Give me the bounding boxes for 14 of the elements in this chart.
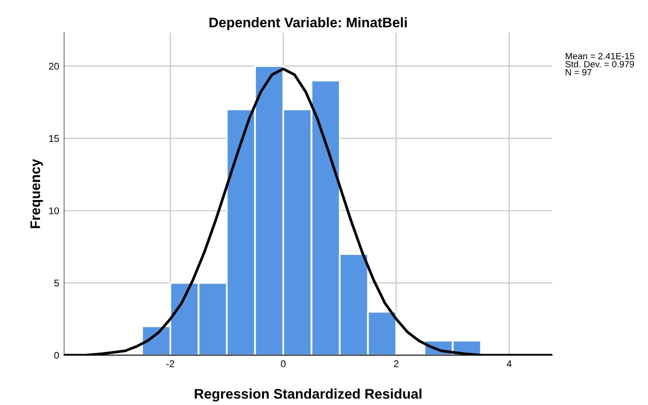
x-tick-label: 4 — [506, 360, 512, 368]
x-tick-label: 2 — [394, 360, 398, 368]
y-tick-label: 5 — [54, 280, 59, 287]
y-tick-label: 20 — [48, 62, 59, 70]
x-tick-label: 0 — [280, 360, 286, 368]
text: Mean = 2.41E-15 Std. Dev. = 0.979 N = 97 — [565, 52, 634, 76]
y-tick-label: 10 — [49, 207, 59, 214]
chart-title: Dependent Variable: MinatBeli — [210, 17, 407, 30]
x-axis-title: Regression Standardized Residual — [194, 388, 422, 402]
x-tick-label: -2 — [166, 360, 174, 368]
y-tick-label: 0 — [54, 352, 59, 359]
y-tick-label: 15 — [49, 135, 59, 142]
y-axis-title: Frequency — [30, 158, 43, 228]
line-series — [64, 68, 552, 356]
